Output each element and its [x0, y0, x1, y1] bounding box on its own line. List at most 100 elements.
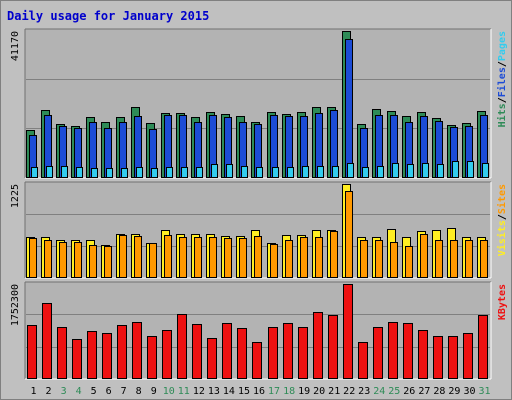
pages-bar	[31, 167, 38, 178]
sites-bar	[465, 240, 473, 278]
kbytes-bar	[358, 342, 368, 379]
legend-files: Files	[496, 67, 508, 97]
day-label: 12	[193, 386, 205, 397]
day-label: 21	[328, 386, 340, 397]
files-bar	[345, 39, 353, 178]
sites-bar	[74, 242, 82, 278]
kbytes-bar	[283, 323, 293, 379]
pages-bar	[136, 167, 143, 178]
pages-bar	[377, 166, 384, 178]
sites-bar	[179, 237, 187, 278]
day-label: 1	[30, 386, 36, 397]
sites-bar	[104, 246, 112, 278]
pages-bar	[467, 161, 474, 178]
sites-bar	[270, 244, 278, 278]
day-label: 4	[76, 386, 82, 397]
legend-sites: Sites	[496, 184, 508, 214]
kbytes-bar	[373, 327, 383, 379]
pages-bar	[166, 167, 173, 178]
day-label: 16	[253, 386, 265, 397]
kbytes-bar	[343, 284, 353, 379]
sites-bar	[330, 231, 338, 278]
kbytes-bar	[403, 323, 413, 379]
sites-bar	[134, 236, 142, 278]
kbytes-bar	[57, 327, 67, 379]
kbytes-bar	[463, 333, 473, 379]
day-label: 15	[238, 386, 250, 397]
pages-bar	[106, 168, 113, 178]
day-label: 31	[478, 386, 490, 397]
visits-sites-ymax-label: 1225	[10, 184, 21, 208]
sites-bar	[360, 240, 368, 278]
sites-bar	[164, 235, 172, 278]
sites-bar	[239, 238, 247, 278]
sites-bar	[300, 237, 308, 278]
sites-bar	[435, 240, 443, 278]
pages-bar	[317, 166, 324, 178]
hits-files-pages-ymax-label: 41170	[10, 31, 21, 61]
kbytes-bar	[418, 330, 428, 379]
pages-bar	[347, 163, 354, 178]
kbytes-bar	[313, 312, 323, 379]
legend-separator: /	[497, 61, 508, 67]
kbytes-bar	[222, 323, 232, 379]
pages-bar	[482, 163, 489, 178]
kbytes-bar	[433, 336, 443, 379]
pages-bar	[46, 166, 53, 178]
pages-bar	[302, 166, 309, 178]
pages-bar	[287, 167, 294, 178]
day-label: 28	[433, 386, 445, 397]
sites-bar	[44, 240, 52, 278]
sites-bar	[405, 246, 413, 278]
kbytes-bar	[42, 303, 52, 379]
kbytes-ymax-label: 1752300	[10, 284, 21, 326]
kbytes-bar	[237, 328, 247, 379]
day-label: 25	[388, 386, 400, 397]
day-label: 23	[358, 386, 370, 397]
day-label: 24	[373, 386, 385, 397]
day-label: 26	[403, 386, 415, 397]
kbytes-bar	[162, 330, 172, 379]
pages-bar	[332, 166, 339, 178]
sites-bar	[194, 237, 202, 278]
sites-bar	[119, 235, 127, 278]
pages-bar	[272, 167, 279, 178]
pages-bar	[91, 168, 98, 178]
kbytes-panel: 1752300 KBytes	[10, 281, 508, 380]
hits-files-pages-panel: 41170 Hits/Files/Pages	[10, 28, 508, 179]
kbytes-bar	[298, 327, 308, 379]
day-label: 20	[313, 386, 325, 397]
sites-bar	[209, 237, 217, 278]
kbytes-bar	[268, 327, 278, 379]
kbytes-bar	[27, 325, 37, 379]
kbytes-bar	[177, 314, 187, 379]
kbytes-bar	[72, 339, 82, 379]
day-label: 8	[136, 386, 142, 397]
sites-bar	[480, 240, 488, 278]
kbytes-bar	[478, 315, 488, 379]
kbytes-bar	[87, 331, 97, 379]
sites-bar	[285, 240, 293, 278]
pages-bar	[76, 167, 83, 178]
hits-files-pages-legend: Hits/Files/Pages	[496, 31, 508, 127]
day-label: 29	[448, 386, 460, 397]
pages-bar	[422, 163, 429, 178]
day-label: 7	[121, 386, 127, 397]
day-label: 13	[208, 386, 220, 397]
kbytes-bar	[117, 325, 127, 379]
pages-bar	[121, 168, 128, 178]
day-label: 27	[418, 386, 430, 397]
pages-bar	[61, 166, 68, 178]
pages-bar	[407, 164, 414, 178]
sites-bar	[29, 238, 37, 278]
pages-bar	[437, 164, 444, 178]
pages-bar	[211, 164, 218, 178]
day-label: 22	[343, 386, 355, 397]
kbytes-bar	[252, 342, 262, 379]
kbytes-bar	[192, 324, 202, 379]
sites-bar	[59, 242, 67, 278]
legend-kbytes: KBytes	[497, 284, 508, 320]
day-label: 6	[106, 386, 112, 397]
kbytes-bar	[132, 322, 142, 379]
